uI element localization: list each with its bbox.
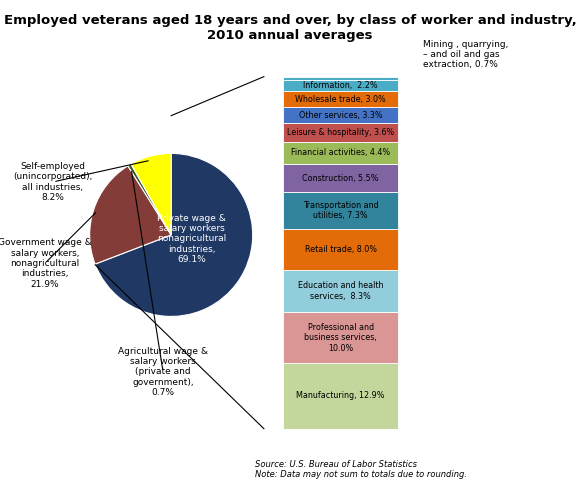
Text: Agricultural wage &
salary workers
(private and
government),
0.7%: Agricultural wage & salary workers (priv… (118, 347, 208, 397)
Bar (283, 80, 398, 91)
Text: Transportation and
utilities, 7.3%: Transportation and utilities, 7.3% (303, 201, 379, 220)
Wedge shape (95, 153, 253, 317)
Wedge shape (131, 153, 171, 235)
Bar (283, 107, 398, 124)
Text: Manufacturing, 12.9%: Manufacturing, 12.9% (296, 391, 385, 400)
Wedge shape (128, 164, 171, 235)
Text: Financial activities, 4.4%: Financial activities, 4.4% (291, 148, 390, 158)
Bar (283, 270, 398, 312)
Text: Education and health
services,  8.3%: Education and health services, 8.3% (298, 281, 383, 301)
Text: Professional and
business services,
10.0%: Professional and business services, 10.0… (304, 323, 377, 353)
Bar (283, 363, 398, 429)
Bar (283, 192, 398, 229)
Wedge shape (90, 166, 171, 264)
Text: Source: U.S. Bureau of Labor Statistics
Note: Data may not sum to totals due to : Source: U.S. Bureau of Labor Statistics … (255, 460, 467, 479)
Text: Retail trade, 8.0%: Retail trade, 8.0% (304, 245, 377, 254)
Bar (283, 142, 398, 164)
Text: Employed veterans aged 18 years and over, by class of worker and industry,
2010 : Employed veterans aged 18 years and over… (3, 14, 577, 42)
Text: Private wage &
salary workers
nonagricultural
industries,
69.1%: Private wage & salary workers nonagricul… (157, 214, 226, 264)
Text: Leisure & hospitality, 3.6%: Leisure & hospitality, 3.6% (287, 128, 394, 137)
Bar (283, 229, 398, 270)
Text: Government wage &
salary workers,
nonagricultural
industries,
21.9%: Government wage & salary workers, nonagr… (0, 238, 92, 289)
Bar (283, 312, 398, 363)
Text: Mining , quarrying,
– and oil and gas
extraction, 0.7%: Mining , quarrying, – and oil and gas ex… (423, 40, 509, 69)
Bar (283, 164, 398, 192)
Text: Construction, 5.5%: Construction, 5.5% (303, 174, 379, 182)
Bar (283, 124, 398, 142)
Text: Wholesale trade, 3.0%: Wholesale trade, 3.0% (295, 94, 386, 103)
Text: Information,  2.2%: Information, 2.2% (303, 81, 378, 91)
Bar (283, 77, 398, 80)
Text: Self-employed
(unincorporated),
all industries,
8.2%: Self-employed (unincorporated), all indu… (13, 162, 93, 202)
Text: Other services, 3.3%: Other services, 3.3% (299, 111, 383, 120)
Bar (283, 91, 398, 107)
